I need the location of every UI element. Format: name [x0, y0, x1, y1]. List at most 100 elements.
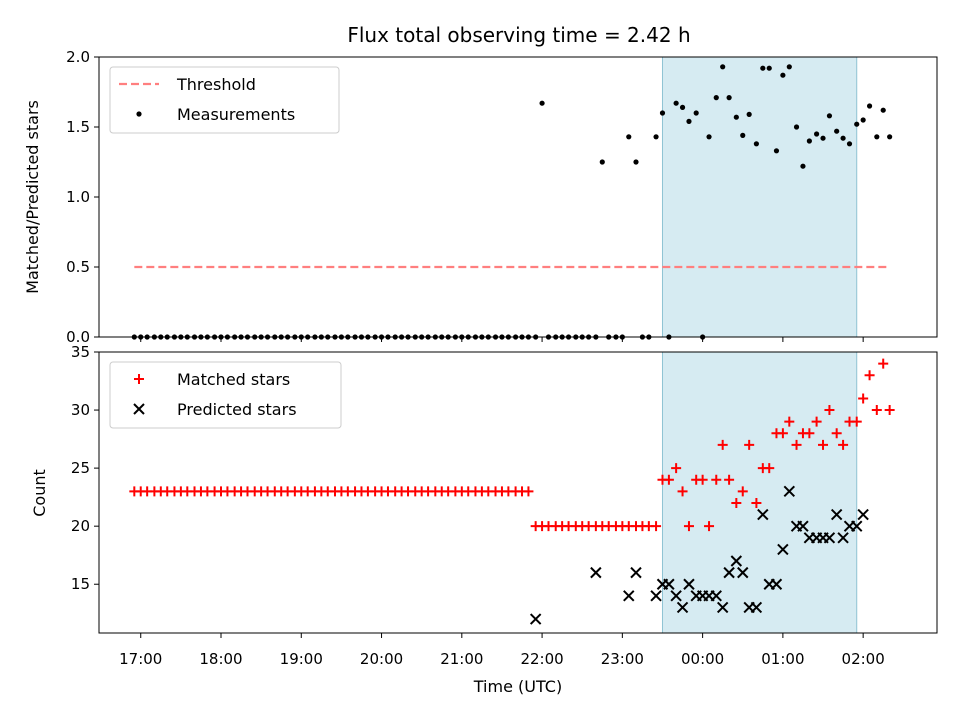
- measurement-point: [726, 95, 732, 101]
- legend-label: Predicted stars: [177, 400, 297, 419]
- y-tick-label: 25: [71, 459, 90, 477]
- legend-box: [109, 361, 342, 429]
- x-tick-label: 23:00: [601, 650, 644, 668]
- matched-star-point: [811, 416, 822, 427]
- matched-star-point: [731, 497, 742, 508]
- y-tick-label: 2.0: [66, 48, 90, 66]
- measurement-point: [653, 134, 659, 140]
- matched-star-point: [724, 474, 735, 485]
- x-tick-label: 22:00: [520, 650, 563, 668]
- ratio-y-axis-title: Matched/Predicted stars: [23, 100, 42, 294]
- predicted-star-point: [529, 613, 542, 625]
- predicted-star-point: [830, 508, 843, 521]
- ratio-y-ticks: 0.0 0.5 1.0 1.5 2.0: [66, 48, 99, 346]
- x-tick-label: 02:00: [842, 650, 885, 668]
- measurement-point: [633, 159, 639, 165]
- x-tick-label: 18:00: [199, 650, 242, 668]
- measurement-point: [713, 95, 719, 101]
- predicted-star-point: [837, 532, 849, 544]
- measurement-point: [793, 124, 800, 130]
- measurement-point: [539, 100, 545, 106]
- matched-star-point: [764, 463, 775, 474]
- panel-counts: 15 20 25 30 35 Count Matched stars Predicted …: [30, 343, 938, 634]
- predicted-star-point: [730, 555, 743, 567]
- measurement-point: [874, 134, 880, 140]
- x-tick-label: 00:00: [681, 650, 724, 668]
- matched-star-point: [838, 439, 849, 450]
- y-tick-label: 0.5: [66, 258, 90, 276]
- panel-ratio: 0.00.51.01.52.0 Matched/Predicted stars …: [23, 48, 938, 346]
- predicted-star-point: [683, 578, 695, 590]
- measurement-point: [846, 141, 853, 147]
- x-axis-title: Time (UTC): [473, 677, 562, 696]
- matched-star-point: [677, 486, 688, 497]
- predicted-star-point: [770, 578, 783, 590]
- legend-swatch-matched: [134, 374, 144, 384]
- measurement-point: [860, 117, 866, 123]
- measurement-point: [746, 111, 752, 117]
- matched-star-point: [683, 521, 694, 532]
- predicted-star-point: [590, 566, 602, 579]
- y-tick-label: 0.0: [66, 328, 90, 346]
- predicted-star-point: [851, 520, 863, 532]
- predicted-star-point: [650, 590, 662, 602]
- measurement-point: [733, 114, 739, 120]
- legend-swatch-predicted: [133, 403, 145, 415]
- predicted-star-point: [623, 590, 635, 602]
- measurement-point: [834, 128, 840, 134]
- predicted-star-point: [723, 566, 735, 579]
- matched-star-point: [858, 393, 869, 404]
- legend-label: Matched stars: [177, 370, 290, 389]
- matched-star-point: [884, 405, 895, 416]
- matched-star-point: [831, 428, 842, 439]
- matched-star-point: [824, 405, 835, 416]
- ratio-legend: Threshold Measurements: [109, 66, 340, 134]
- y-tick-label: 1.5: [66, 118, 90, 136]
- legend-label: Threshold: [176, 75, 256, 94]
- matched-star-point: [871, 405, 882, 416]
- matched-star-point: [697, 474, 708, 485]
- matched-star-point: [878, 358, 889, 369]
- counts-y-axis-title: Count: [30, 469, 49, 517]
- counts-legend: Matched stars Predicted stars: [109, 361, 342, 429]
- measurement-point: [740, 132, 746, 138]
- measurement-point: [626, 134, 632, 140]
- predicted-star-point: [630, 566, 642, 579]
- matched-star-point: [751, 497, 762, 508]
- measurement-point: [720, 64, 726, 70]
- observing-window-span: [661, 56, 858, 338]
- matched-star-point: [777, 428, 788, 439]
- x-tick-label: 19:00: [280, 650, 323, 668]
- measurement-point: [773, 148, 780, 154]
- x-ticks: 17:00 18:00 19:00 20:00 21:00 22:00 23:00 00:00…: [119, 337, 885, 668]
- legend-box: [109, 66, 340, 134]
- measurement-point: [820, 135, 826, 141]
- y-tick-label: 35: [71, 343, 90, 361]
- counts-highlight-layer: [661, 351, 858, 634]
- measurement-point: [806, 138, 812, 144]
- matched-star-point: [523, 486, 534, 497]
- matched-star-point: [784, 416, 795, 427]
- counts-y-ticks: 15 20 25 30 35: [71, 343, 99, 593]
- chart-title: Flux total observing time = 2.42 h: [347, 23, 690, 47]
- measurement-point: [854, 121, 860, 127]
- predicted-star-point: [750, 601, 763, 614]
- measurement-point: [693, 110, 699, 116]
- y-tick-label: 1.0: [66, 188, 90, 206]
- matched-star-point: [711, 474, 722, 485]
- measurement-point: [826, 113, 833, 119]
- x-tick-label: 20:00: [360, 650, 403, 668]
- y-tick-label: 15: [71, 575, 90, 593]
- predicted-star-point: [663, 578, 675, 590]
- matched-star-point: [737, 486, 748, 497]
- matched-star-point: [791, 439, 802, 450]
- measurement-point: [800, 163, 806, 169]
- measurement-point: [659, 110, 666, 116]
- predicted-star-point: [777, 543, 789, 556]
- predicted-star-point: [757, 508, 769, 521]
- x-tick-label: 17:00: [119, 650, 162, 668]
- measurement-point: [866, 103, 873, 109]
- matched-star-point: [651, 521, 662, 532]
- measurement-point: [679, 104, 686, 110]
